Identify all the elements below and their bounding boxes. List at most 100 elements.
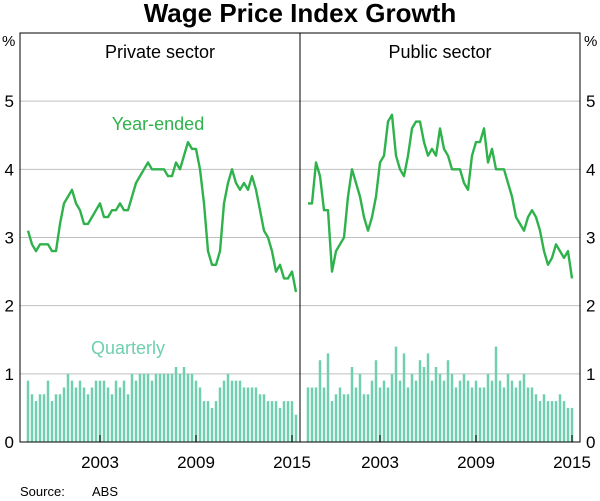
quarterly-bar [438,373,442,442]
quarterly-bar [218,387,222,442]
axis-labels: 0 0 1 1 2 2 3 3 4 4 5 5% % 2003 2009 2015 2003 2009 2015 [2,33,597,472]
y-tick-label-left: 5 [5,92,14,111]
quarterly-bar [170,373,174,442]
quarterly-bar [294,414,298,442]
y-tick-label-right: 2 [586,297,595,316]
quarterly-bar [334,394,338,442]
quarterly-bar [210,407,214,442]
quarterly-bar [230,380,234,442]
quarterly-bar [174,367,178,442]
quarterly-bar [238,380,242,442]
quarterly-bar [466,380,470,442]
quarterly-bar [326,353,330,442]
quarterly-bar [550,401,554,442]
quarterly-bar [270,401,274,442]
quarterly-bar [442,380,446,442]
quarterly-bars [26,346,574,442]
quarterly-bar [66,373,70,442]
year-ended-line [26,140,298,293]
quarterly-bar [286,401,290,442]
quarterly-bar [318,360,322,442]
quarterly-bar [486,373,490,442]
quarterly-bar [102,380,106,442]
year-ended-lines [26,113,574,293]
quarterly-bar [150,380,154,442]
chart-title: Wage Price Index Growth [144,0,457,28]
y-tick-label-left: 2 [5,297,14,316]
quarterly-bar [522,373,526,442]
quarterly-bar [514,387,518,442]
quarterly-bar [142,373,146,442]
quarterly-bar [250,387,254,442]
quarterly-bar [310,387,314,442]
quarterly-bar [554,401,558,442]
quarterly-bar [530,387,534,442]
quarterly-bar [98,380,102,442]
quarterly-bar [386,387,390,442]
y-tick-label-left: 1 [5,365,14,384]
quarterly-bar [510,380,514,442]
quarterly-bar [178,373,182,442]
quarterly-bar [562,401,566,442]
annotation-year-ended: Year-ended [112,114,204,134]
y-tick-label-left: 0 [5,433,14,452]
quarterly-bar [446,360,450,442]
quarterly-bar [358,373,362,442]
quarterly-bar [350,367,354,442]
quarterly-bar [394,346,398,442]
quarterly-bar [30,394,34,442]
quarterly-bar [110,394,114,442]
quarterly-bar [390,373,394,442]
quarterly-bar [518,380,522,442]
panel-title-private: Private sector [105,42,215,62]
y-tick-label-right: 0 [586,433,595,452]
quarterly-bar [474,380,478,442]
quarterly-bar [42,394,46,442]
quarterly-bar [190,373,194,442]
quarterly-bar [122,380,126,442]
quarterly-bar [526,387,530,442]
quarterly-bar [506,373,510,442]
quarterly-bar [234,380,238,442]
quarterly-bar [362,394,366,442]
quarterly-bar [546,401,550,442]
quarterly-bar [114,380,118,442]
quarterly-bar [450,373,454,442]
quarterly-bar [38,394,42,442]
quarterly-bar [502,387,506,442]
quarterly-bar [94,380,98,442]
quarterly-bar [338,387,342,442]
quarterly-bar [290,401,294,442]
y-tick-label-right: 3 [586,229,595,248]
quarterly-bar [78,380,82,442]
quarterly-bar [542,394,546,442]
quarterly-bar [158,373,162,442]
quarterly-bar [382,380,386,442]
quarterly-bar [166,373,170,442]
quarterly-bar [34,401,38,442]
quarterly-bar [118,387,122,442]
quarterly-bar [342,394,346,442]
quarterly-bar [226,373,230,442]
quarterly-bar [246,387,250,442]
quarterly-bar [430,380,434,442]
y-tick-label-right: 4 [586,160,595,179]
x-tick-label: 2003 [81,453,119,472]
quarterly-bar [26,380,30,442]
quarterly-bar [538,401,542,442]
x-tick-label: 2015 [273,453,311,472]
quarterly-bar [534,394,538,442]
quarterly-bar [262,394,266,442]
quarterly-bar [414,380,418,442]
quarterly-bar [478,387,482,442]
quarterly-bar [106,387,110,442]
quarterly-bar [490,380,494,442]
quarterly-bar [458,380,462,442]
quarterly-bar [242,387,246,442]
quarterly-bar [162,373,166,442]
y-tick-label-left: 4 [5,160,14,179]
quarterly-bar [306,387,310,442]
quarterly-bar [146,373,150,442]
quarterly-bar [418,360,422,442]
